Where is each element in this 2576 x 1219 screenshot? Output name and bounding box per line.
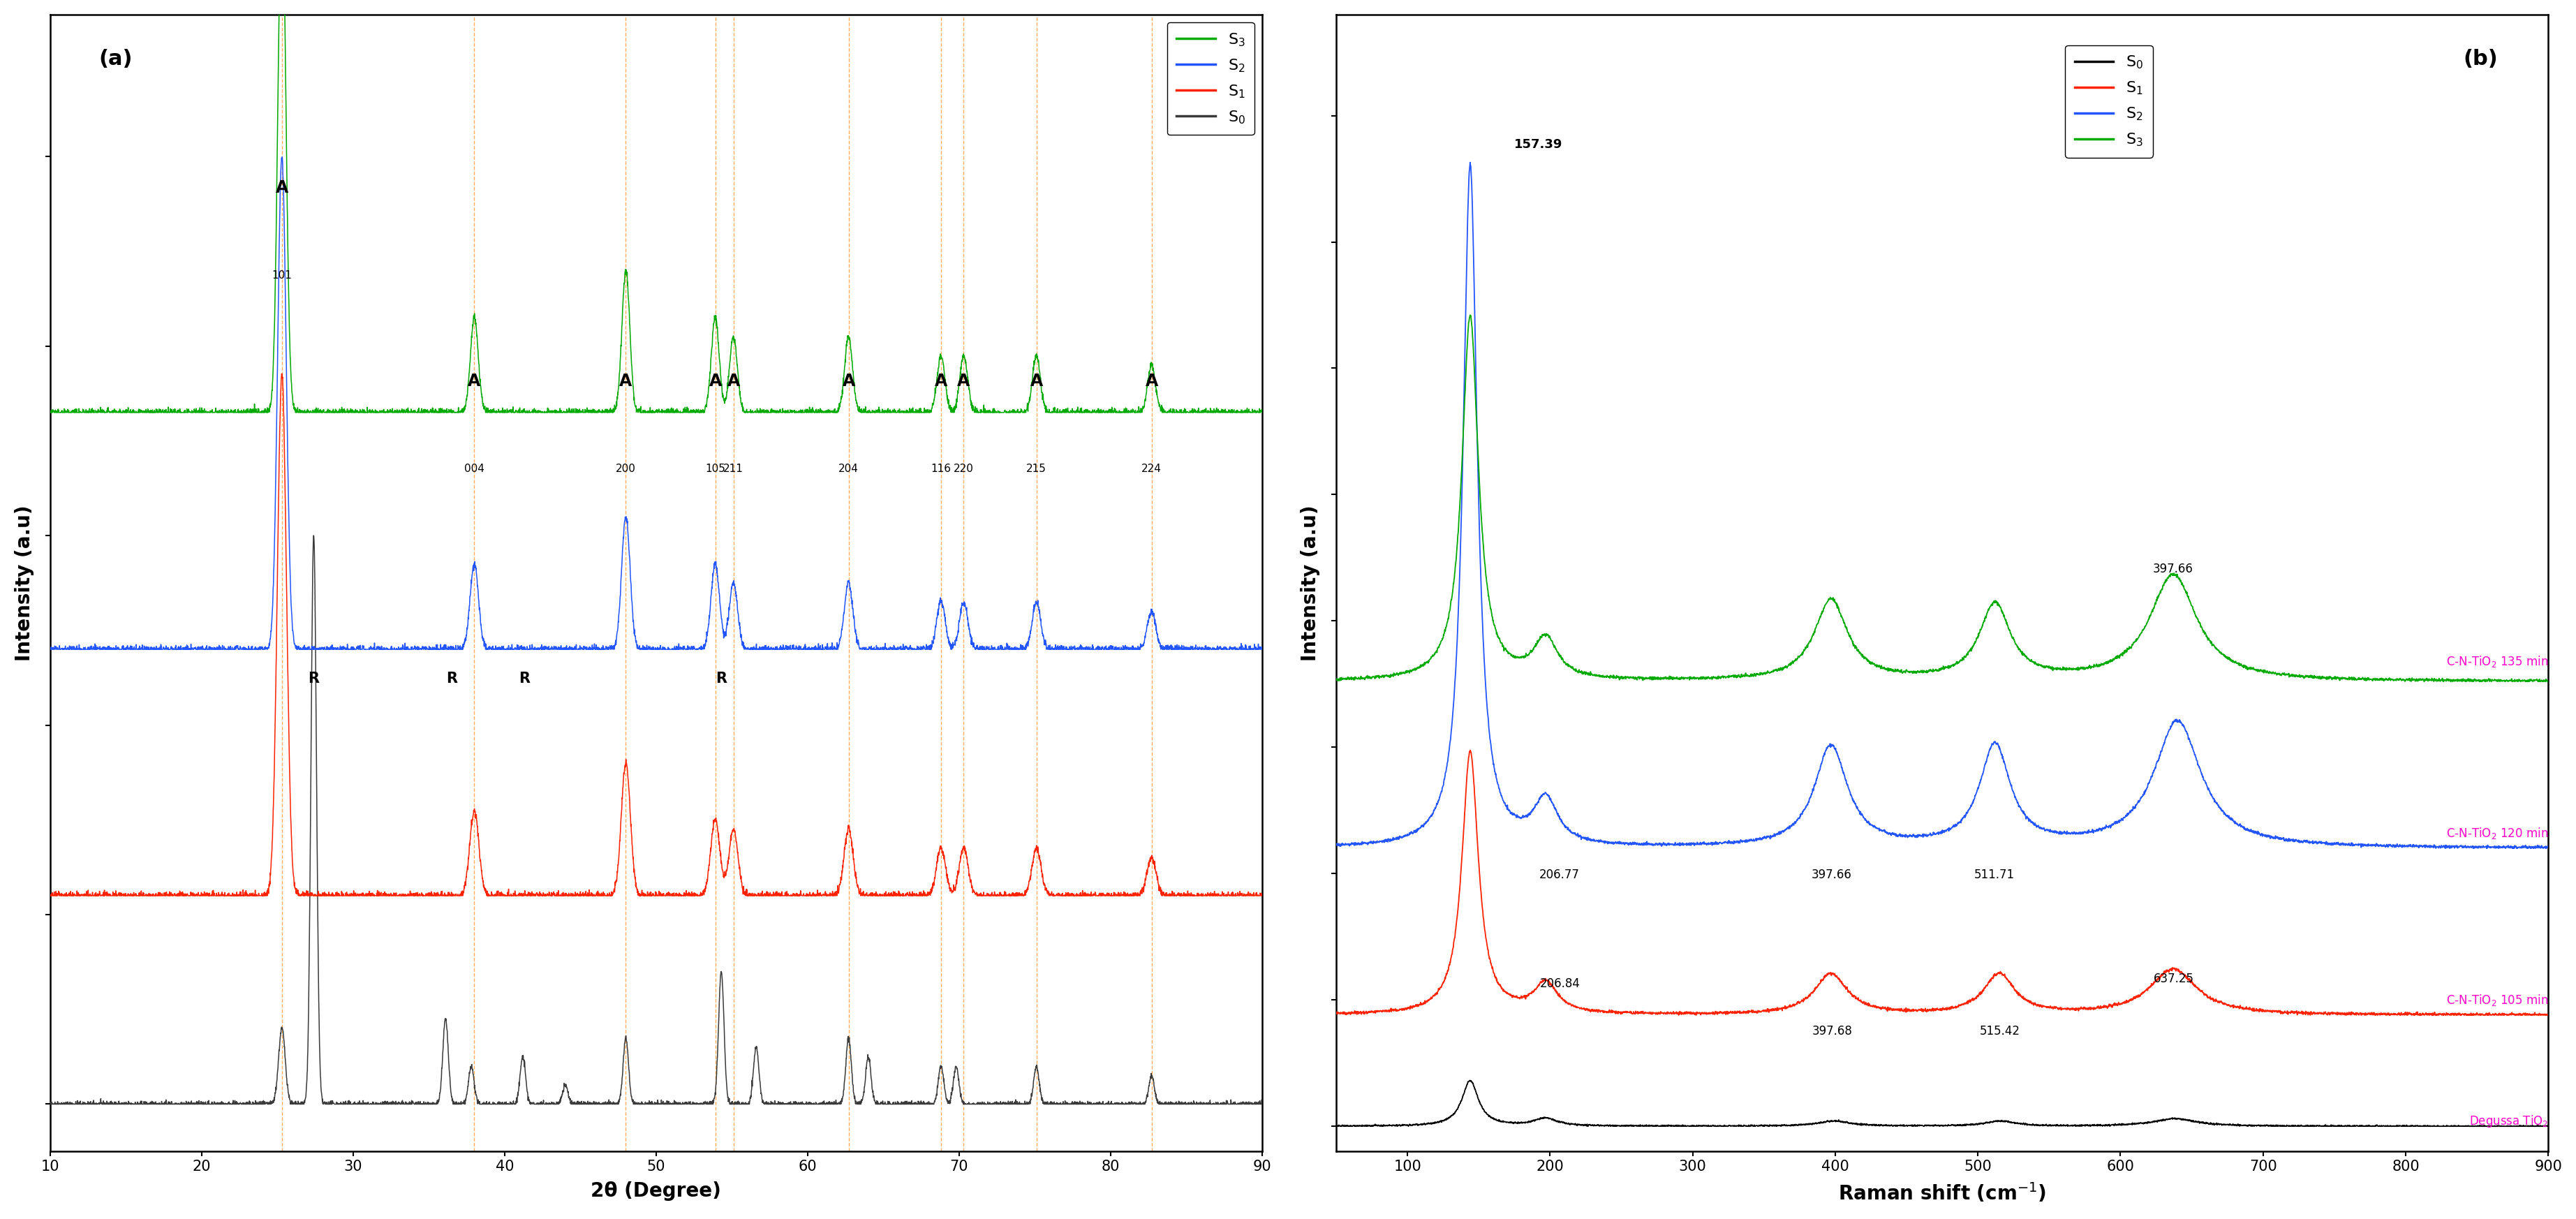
Text: 105: 105 — [706, 463, 724, 474]
Text: (a): (a) — [98, 49, 131, 69]
Text: A: A — [276, 179, 289, 196]
Text: 511.71: 511.71 — [1973, 869, 2014, 881]
Text: 637.25: 637.25 — [2154, 973, 2192, 985]
Text: R: R — [518, 672, 531, 685]
Text: A: A — [1030, 373, 1043, 390]
Text: 220: 220 — [953, 463, 974, 474]
Text: A: A — [726, 373, 739, 390]
Text: R: R — [716, 672, 726, 685]
Text: 116: 116 — [930, 463, 951, 474]
Text: A: A — [708, 373, 721, 390]
Text: 224: 224 — [1141, 463, 1162, 474]
Legend: S$_3$, S$_2$, S$_1$, S$_0$: S$_3$, S$_2$, S$_1$, S$_0$ — [1167, 22, 1255, 135]
Text: 215: 215 — [1025, 463, 1046, 474]
Text: C-N-TiO$_2$ 135 min: C-N-TiO$_2$ 135 min — [2445, 655, 2548, 669]
Text: A: A — [618, 373, 631, 390]
Text: R: R — [446, 672, 456, 685]
Y-axis label: Intensity (a.u): Intensity (a.u) — [1301, 505, 1319, 661]
Text: C-N-TiO$_2$ 120 min: C-N-TiO$_2$ 120 min — [2445, 825, 2548, 840]
Text: 397.68: 397.68 — [1811, 1025, 1852, 1037]
Y-axis label: Intensity (a.u): Intensity (a.u) — [15, 505, 33, 661]
X-axis label: Raman shift (cm$^{-1}$): Raman shift (cm$^{-1}$) — [1837, 1181, 2045, 1204]
Text: 157.39: 157.39 — [1515, 139, 1564, 151]
Text: A: A — [935, 373, 948, 390]
Text: 004: 004 — [464, 463, 484, 474]
Text: 200: 200 — [616, 463, 636, 474]
Text: Degussa TiO$_2$: Degussa TiO$_2$ — [2468, 1113, 2548, 1129]
Legend: S$_0$, S$_1$, S$_2$, S$_3$: S$_0$, S$_1$, S$_2$, S$_3$ — [2066, 45, 2151, 157]
Text: 515.42: 515.42 — [1978, 1025, 2020, 1037]
Text: R: R — [309, 672, 319, 685]
Text: 206.77: 206.77 — [1538, 869, 1579, 881]
Text: 211: 211 — [724, 463, 744, 474]
Text: 101: 101 — [270, 271, 291, 280]
Text: A: A — [469, 373, 482, 390]
Text: A: A — [958, 373, 969, 390]
X-axis label: 2θ (Degree): 2θ (Degree) — [590, 1181, 721, 1201]
Text: 204: 204 — [837, 463, 858, 474]
Text: 397.66: 397.66 — [1811, 869, 1852, 881]
Text: A: A — [1144, 373, 1157, 390]
Text: 206.84: 206.84 — [1540, 978, 1579, 990]
Text: (b): (b) — [2463, 49, 2499, 69]
Text: C-N-TiO$_2$ 105 min: C-N-TiO$_2$ 105 min — [2445, 992, 2548, 1007]
Text: 397.66: 397.66 — [2154, 563, 2192, 575]
Text: A: A — [842, 373, 855, 390]
